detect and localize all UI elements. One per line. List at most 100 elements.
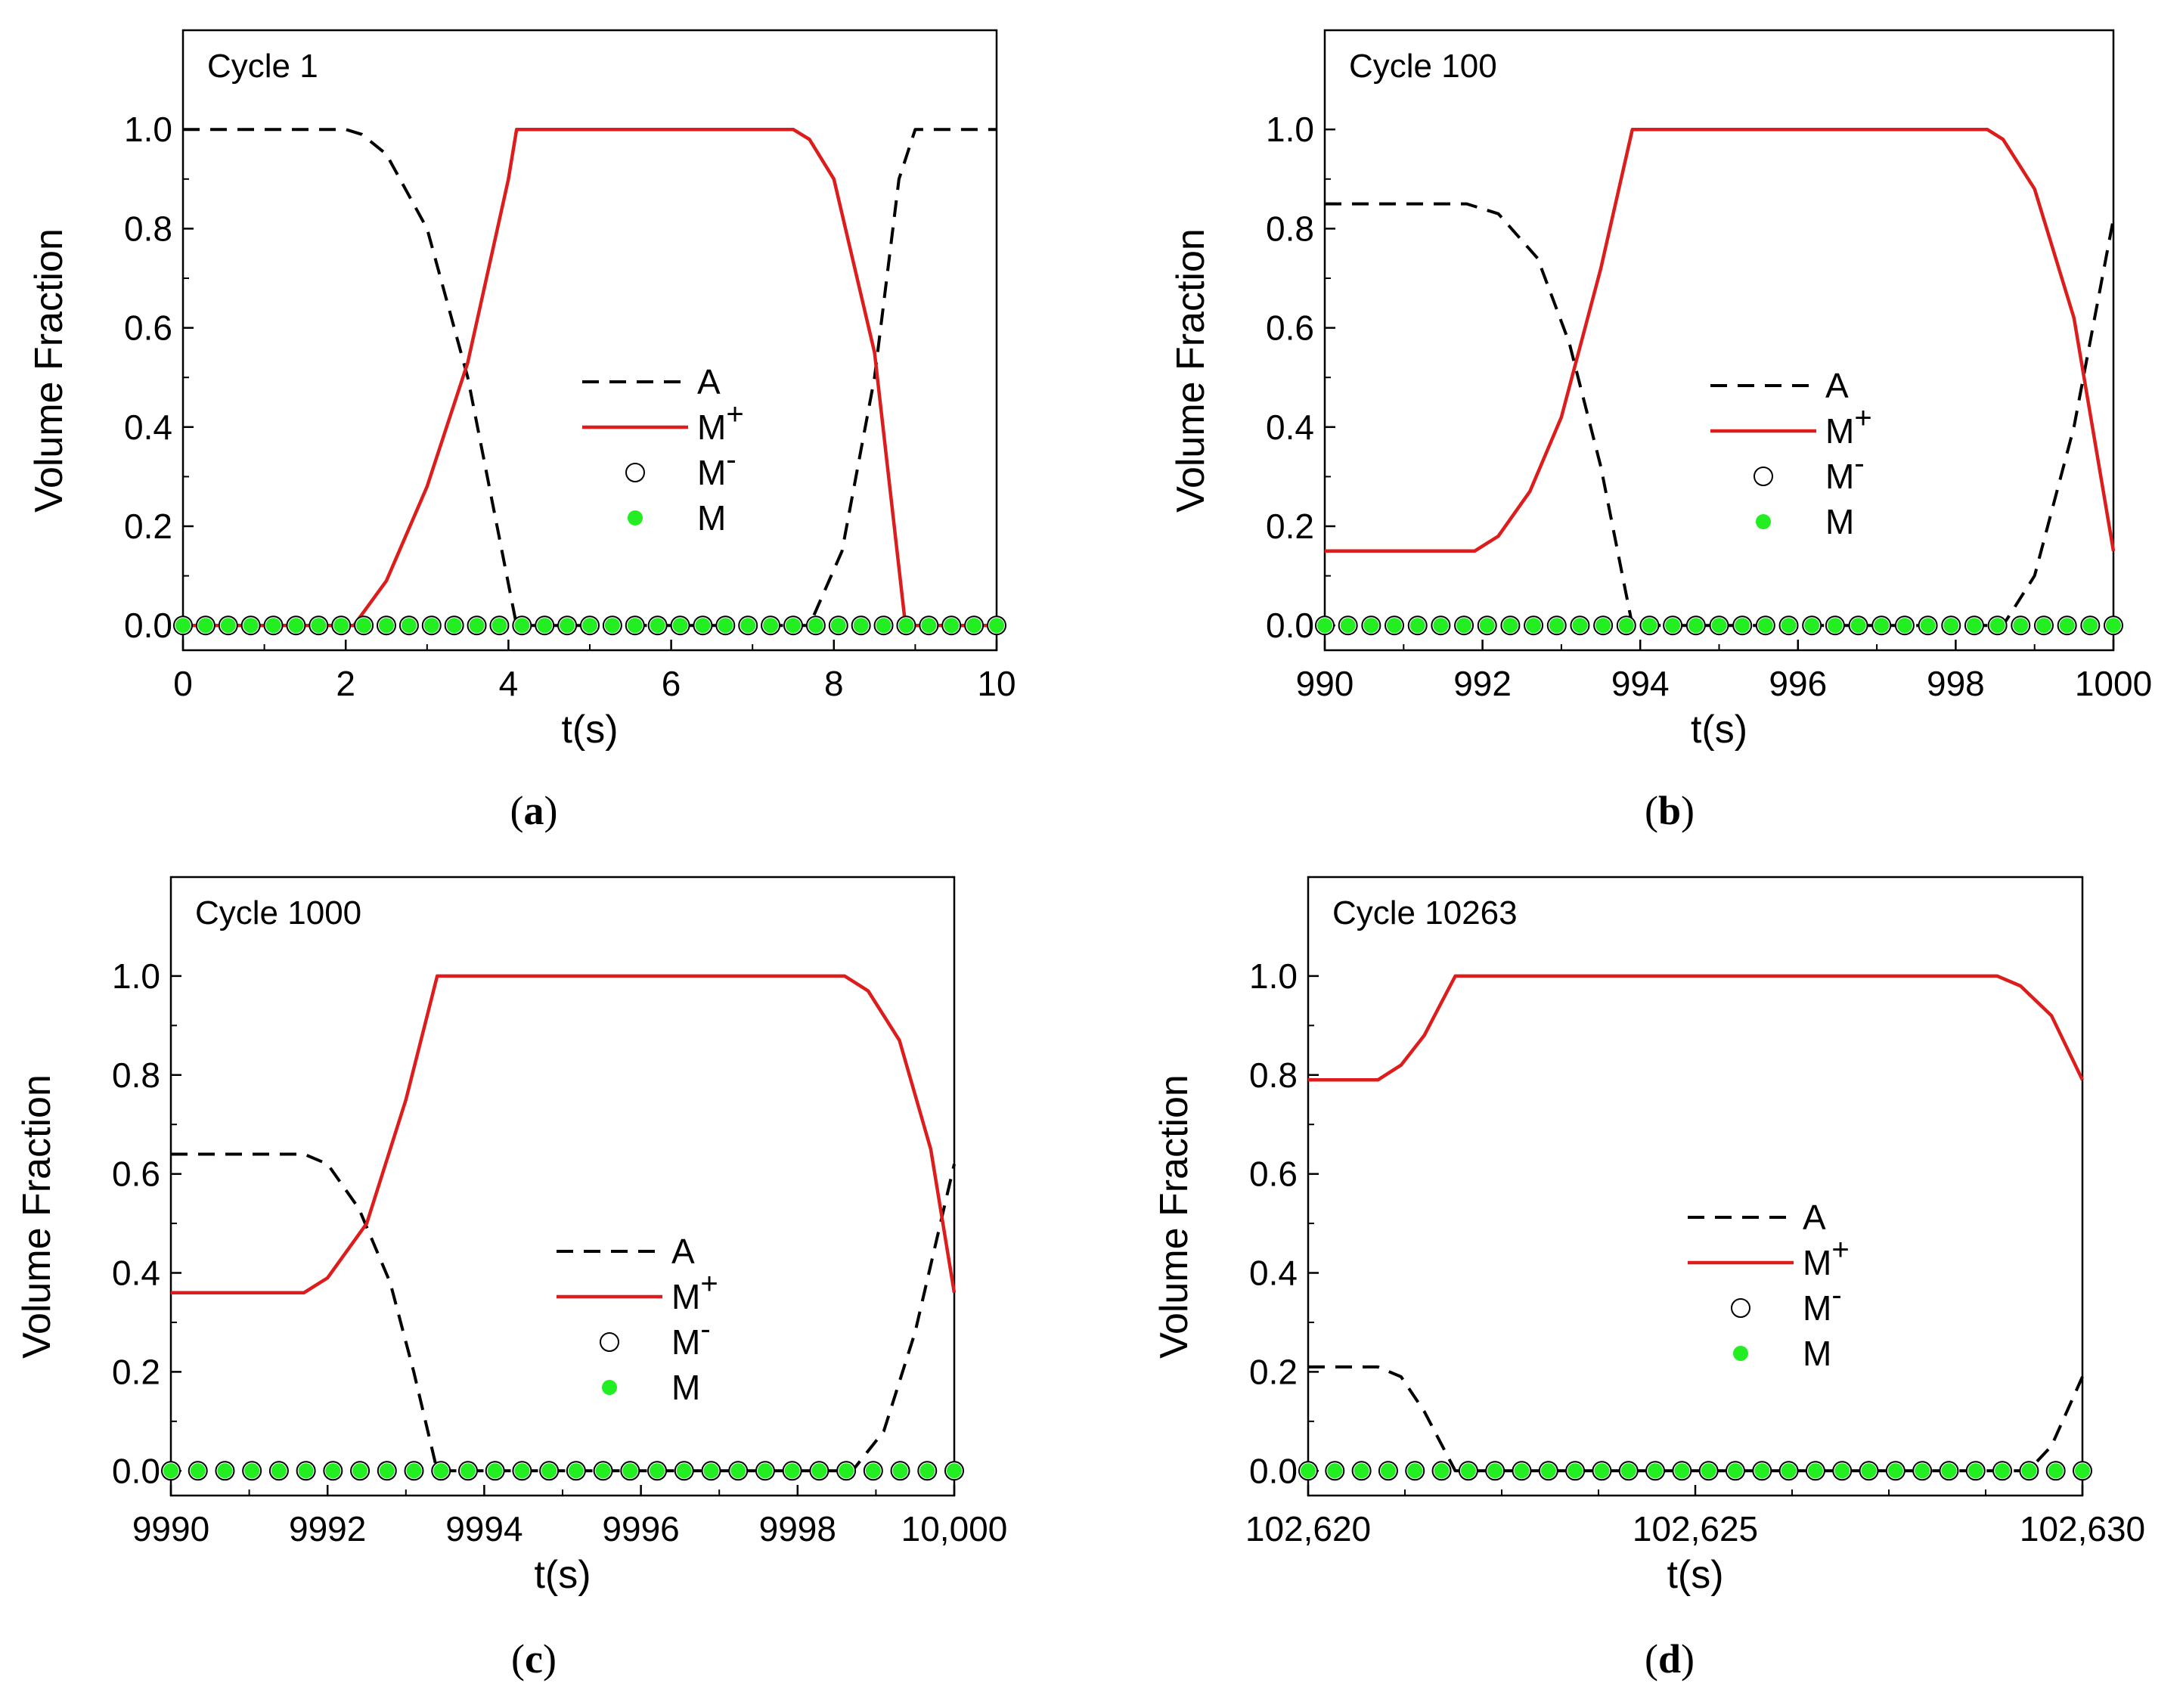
legend-label: M [697, 498, 726, 538]
y-tick-label: 0.4 [1266, 408, 1314, 447]
chart-panel-b: 0.0 0.2 0.4 0.6 0.8 1.0 990 992 994 996 998 1000 t(s… [1169, 29, 2152, 833]
data-point-m [1967, 1463, 1983, 1479]
data-point-m [1648, 1463, 1664, 1479]
data-point-m [604, 618, 620, 634]
data-point-m [1487, 1463, 1503, 1479]
y-tick-label: 0.2 [112, 1352, 160, 1391]
data-point-m [1642, 618, 1657, 634]
data-point-m [460, 1463, 476, 1479]
series-line-a [183, 128, 997, 628]
y-tick-label: 0.6 [124, 308, 172, 348]
y-tick-label: 0.0 [124, 606, 172, 645]
y-tick-label: 0.4 [124, 408, 172, 447]
legend-label: M [671, 1368, 700, 1407]
legend-swatch-m [602, 1380, 617, 1395]
data-point-m [921, 618, 937, 634]
data-point-m [1834, 1463, 1850, 1479]
series-line-m-plus [1325, 127, 2116, 553]
legend-label: A [1803, 1198, 1826, 1237]
legend-swatch-m-minus [1754, 467, 1773, 486]
y-tick-label: 0.6 [1249, 1155, 1298, 1194]
legend: AM+M- M [582, 362, 744, 538]
x-tick-label: 9994 [445, 1509, 522, 1548]
data-point-m [650, 1463, 665, 1479]
data-point-m [1434, 1463, 1450, 1479]
data-point-m [1995, 1463, 2011, 1479]
y-tick-label: 0.2 [124, 507, 172, 546]
data-point-m [379, 618, 394, 634]
data-point-m [197, 618, 213, 634]
data-point-m [919, 1463, 935, 1479]
data-point-m [650, 618, 665, 634]
data-point-m [853, 618, 869, 634]
legend-label: M [1825, 502, 1854, 541]
x-tick-label: 9998 [759, 1509, 836, 1548]
y-tick-label: 0.8 [124, 209, 172, 248]
x-tick-label: 8 [824, 664, 844, 703]
data-point-m [1674, 1463, 1690, 1479]
chart-panel-a: 0.0 0.2 0.4 0.6 0.8 1.0 0 2 4 6 8 10 t(s) Volume Frac… [27, 29, 1016, 833]
y-tick-label: 0.2 [1266, 507, 1314, 546]
x-tick-label: 6 [662, 664, 681, 703]
panel-caption: (d) [1645, 1636, 1695, 1682]
x-tick-label: 10,000 [901, 1509, 1008, 1548]
data-point-m [1804, 618, 1820, 634]
data-point-m [433, 1463, 449, 1479]
data-point-m [298, 1463, 314, 1479]
x-axis-title: t(s) [1691, 708, 1747, 752]
x-axis-title: t(s) [1667, 1553, 1723, 1597]
data-point-m [784, 1463, 800, 1479]
x-tick-label: 9996 [602, 1509, 679, 1548]
data-point-m [1567, 1463, 1583, 1479]
x-tick-label: 998 [1927, 664, 1985, 703]
legend-label: M- [671, 1313, 711, 1362]
plot-frame [1323, 29, 2115, 652]
data-point-m [1688, 618, 1704, 634]
y-tick-label: 0.0 [112, 1451, 160, 1490]
data-point-m [423, 618, 439, 634]
data-point-m [786, 618, 801, 634]
legend-label: M+ [697, 398, 744, 447]
y-tick-label: 0.8 [1249, 1055, 1298, 1095]
legend-label: M- [697, 443, 736, 492]
data-point-m [830, 618, 846, 634]
data-point-m [1301, 1463, 1316, 1479]
data-point-m [541, 1463, 557, 1479]
legend-label: A [697, 362, 721, 401]
data-point-m [1363, 618, 1379, 634]
legend-swatch-m-minus [625, 463, 645, 482]
panel-caption: (a) [510, 788, 558, 833]
data-point-m [537, 618, 553, 634]
data-point-m [288, 618, 304, 634]
data-point-m [325, 1463, 341, 1479]
x-tick-label: 992 [1453, 664, 1512, 703]
data-point-m [1850, 618, 1866, 634]
data-point-m [730, 1463, 746, 1479]
plot-frame [169, 876, 956, 1497]
data-point-m [1407, 1463, 1423, 1479]
data-point-m [243, 618, 259, 634]
legend: AM+M- M [1710, 366, 1872, 541]
series-line-a [1325, 202, 2115, 628]
data-point-m [379, 1463, 395, 1479]
y-tick-label: 0.6 [1266, 308, 1314, 348]
data-point-m [1317, 618, 1332, 634]
legend-label: M+ [1803, 1233, 1850, 1282]
legend-swatch-m [628, 510, 643, 525]
data-point-m [676, 1463, 692, 1479]
data-point-m [865, 1463, 881, 1479]
legend-label: A [671, 1232, 695, 1271]
x-tick-label: 1000 [2075, 664, 2152, 703]
data-point-m [469, 618, 485, 634]
data-point-m [1572, 618, 1588, 634]
series-line-a [171, 1152, 956, 1473]
y-axis-title: Volume Fraction [1152, 1074, 1196, 1359]
data-point-m [1526, 618, 1542, 634]
data-point-m [582, 618, 597, 634]
data-point-m [876, 618, 891, 634]
data-point-m [944, 618, 960, 634]
data-point-m [2106, 618, 2121, 634]
data-point-m [1387, 618, 1403, 634]
y-tick-label: 1.0 [124, 110, 172, 149]
x-tick-label: 990 [1296, 664, 1354, 703]
